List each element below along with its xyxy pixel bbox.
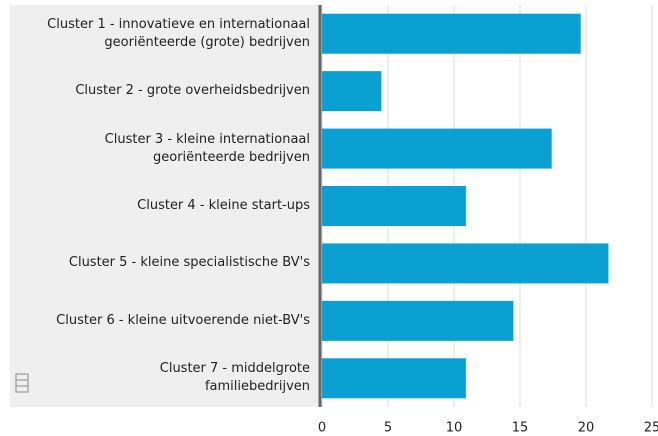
y-tick-label: Cluster 6 - kleine uitvoerende niet-BV's (56, 312, 310, 328)
x-tick-label: 20 (578, 421, 595, 436)
logo-icon (15, 373, 29, 393)
y-tick-label: Cluster 2 - grote overheidsbedrijven (75, 83, 310, 99)
bar (322, 71, 382, 112)
bar (322, 186, 466, 226)
y-tick-label: Cluster 5 - kleine specialistische BV's (68, 255, 310, 271)
x-tick-label: 25 (644, 421, 658, 436)
y-tick-label: Cluster 1 - innovatieve en internationaa… (47, 16, 310, 50)
bar (322, 243, 609, 284)
x-tick-label: 10 (446, 421, 463, 436)
x-tick-label: 0 (318, 421, 326, 436)
y-tick-label: Cluster 4 - kleine start-ups (137, 198, 310, 213)
y-tick-label: Cluster 7 - middelgrote familiebedrijven (159, 361, 310, 395)
bar (322, 300, 514, 341)
y-tick-label: Cluster 3 - kleine internationaal georië… (104, 131, 310, 165)
bar (322, 358, 466, 399)
bar (322, 128, 552, 169)
x-tick-label: 15 (512, 421, 529, 436)
label-panel (10, 5, 320, 407)
bar (322, 13, 581, 54)
x-tick-label: 5 (384, 421, 392, 436)
